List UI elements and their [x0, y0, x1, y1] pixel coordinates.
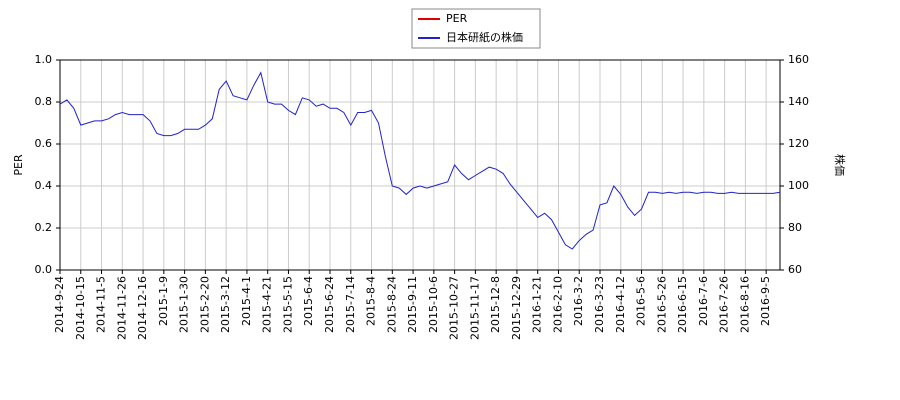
x-tick-label: 2014-10-15: [74, 276, 87, 340]
x-tick-label: 2014-9-24: [53, 276, 66, 333]
legend-box: [411, 8, 541, 49]
x-tick-label: 2015-4-1: [240, 276, 253, 326]
y-tick-label: 0.4: [35, 179, 53, 192]
x-tick-label: 2015-10-27: [448, 276, 461, 340]
x-tick-label: 2016-6-15: [676, 276, 689, 333]
x-tick-label: 2015-8-4: [365, 276, 378, 326]
x-tick-label: 2015-7-14: [344, 276, 357, 333]
x-tick-label: 2015-5-15: [281, 276, 294, 333]
x-tick-label: 2015-9-11: [406, 276, 419, 333]
y2-tick-label: 140: [788, 95, 809, 108]
plot-frame: [59, 59, 781, 271]
x-tick-label: 2015-12-8: [489, 276, 502, 333]
y-tick-label: 0.6: [35, 137, 53, 150]
x-tick-label: 2016-8-16: [738, 276, 751, 333]
x-tick-label: 2016-4-12: [614, 276, 627, 333]
legend-label: PER: [446, 12, 468, 25]
x-tick-label: 2015-6-24: [323, 276, 336, 333]
y2-axis-label: 株価: [833, 154, 847, 176]
x-tick-label: 2015-1-30: [178, 276, 191, 333]
x-tick-label: 2016-5-26: [655, 276, 668, 333]
series-line: [59, 71, 781, 250]
y-tick-label: 1.0: [35, 53, 53, 66]
x-tick-label: 2014-11-5: [95, 276, 108, 333]
x-tick-label: 2016-9-5: [759, 276, 772, 326]
x-tick-label: 2016-1-21: [531, 276, 544, 333]
legend-label: 日本研紙の株価: [446, 30, 523, 44]
x-tick-label: 2014-12-16: [136, 276, 149, 340]
y2-tick-label: 120: [788, 137, 809, 150]
x-tick-label: 2015-3-12: [219, 276, 232, 333]
y-tick-label: 0.2: [35, 221, 53, 234]
x-tick-label: 2015-6-4: [302, 276, 315, 326]
y-axis-label: PER: [12, 154, 25, 176]
x-tick-label: 2015-8-24: [385, 276, 398, 333]
y2-tick-label: 100: [788, 179, 809, 192]
x-tick-label: 2015-11-17: [468, 276, 481, 340]
x-tick-label: 2016-3-2: [572, 276, 585, 326]
x-tick-label: 2015-12-29: [510, 276, 523, 340]
y-tick-label: 0.8: [35, 95, 53, 108]
x-tick-label: 2015-2-20: [198, 276, 211, 333]
x-tick-label: 2016-7-6: [697, 276, 710, 326]
x-tick-label: 2016-3-23: [593, 276, 606, 333]
x-tick-label: 2014-11-26: [115, 276, 128, 340]
x-tick-label: 2015-1-9: [157, 276, 170, 326]
x-tick-label: 2015-4-21: [261, 276, 274, 333]
x-tick-label: 2016-7-26: [718, 276, 731, 333]
y2-tick-label: 60: [788, 263, 802, 276]
x-tick-label: 2016-2-10: [551, 276, 564, 333]
y2-tick-label: 80: [788, 221, 802, 234]
y2-tick-label: 160: [788, 53, 809, 66]
x-tick-label: 2015-10-6: [427, 276, 440, 333]
y-tick-label: 0.0: [35, 263, 53, 276]
x-tick-label: 2016-5-6: [635, 276, 648, 326]
